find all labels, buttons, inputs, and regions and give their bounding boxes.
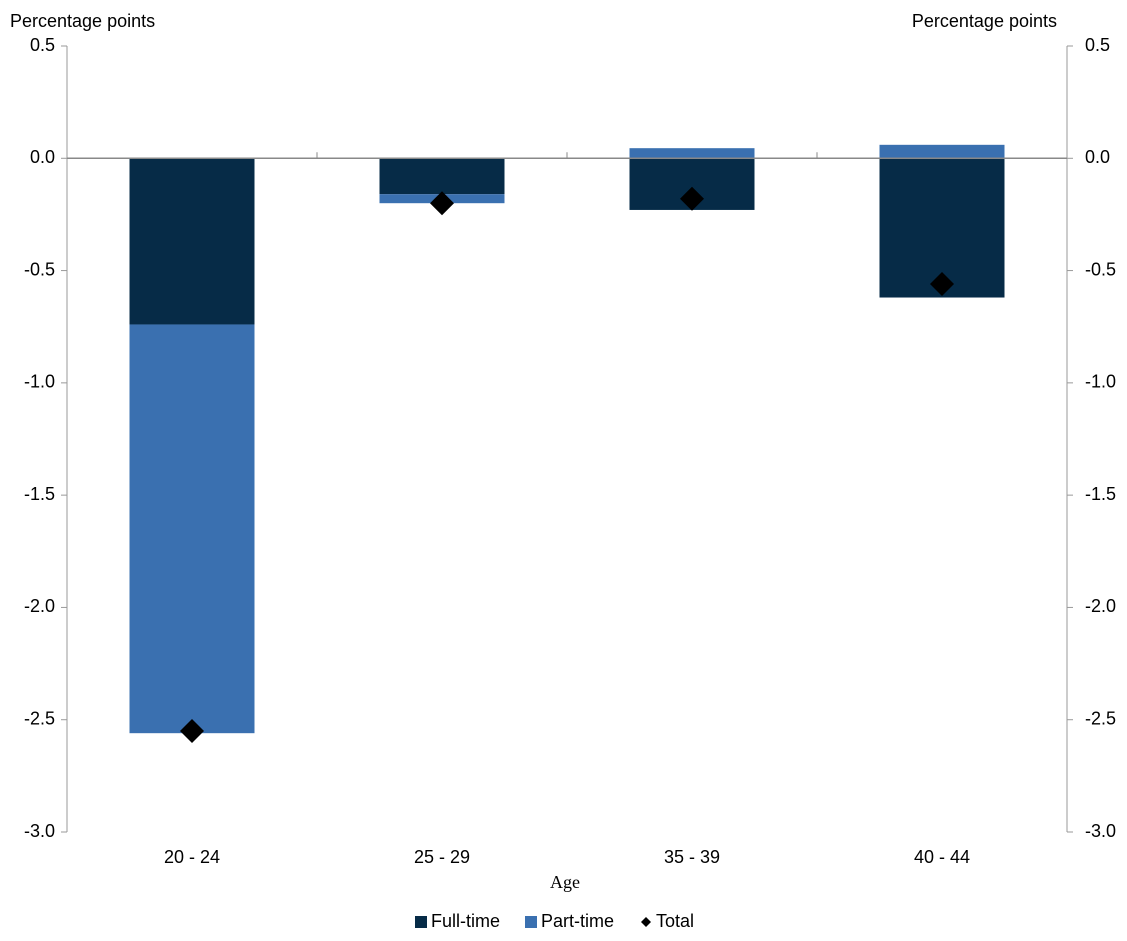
total-marker bbox=[430, 191, 454, 216]
legend-label: Part-time bbox=[541, 911, 614, 931]
legend-swatch bbox=[415, 916, 427, 928]
y2-tick-label: -2.5 bbox=[1085, 708, 1116, 728]
y-tick-label: -1.5 bbox=[24, 484, 55, 504]
x-tick-label: 35 - 39 bbox=[664, 847, 720, 867]
y2-tick-label: -2.0 bbox=[1085, 596, 1116, 616]
y2-axis-label: Percentage points bbox=[912, 11, 1057, 31]
y-tick-label: -2.5 bbox=[24, 708, 55, 728]
bar bbox=[879, 144, 1005, 159]
bar bbox=[129, 158, 255, 325]
y-tick-label: -0.5 bbox=[24, 259, 55, 279]
y2-tick-label: -0.5 bbox=[1085, 259, 1116, 279]
x-axis-label: Age bbox=[550, 872, 580, 892]
x-tick-label: 20 - 24 bbox=[164, 847, 220, 867]
y2-tick-label: 0.5 bbox=[1085, 35, 1110, 55]
legend-label: Total bbox=[656, 911, 694, 931]
legend-marker bbox=[641, 917, 651, 927]
y-tick-label: -1.0 bbox=[24, 372, 55, 392]
total-marker bbox=[180, 718, 204, 743]
y-axis-label: Percentage points bbox=[10, 11, 155, 31]
y-tick-label: 0.0 bbox=[30, 147, 55, 167]
bar bbox=[379, 158, 505, 195]
bar bbox=[129, 324, 255, 734]
y-tick-label: -2.0 bbox=[24, 596, 55, 616]
bar bbox=[629, 148, 755, 159]
legend-swatch bbox=[525, 916, 537, 928]
y-tick-label: 0.5 bbox=[30, 35, 55, 55]
x-tick-label: 40 - 44 bbox=[914, 847, 970, 867]
y2-tick-label: -1.0 bbox=[1085, 372, 1116, 392]
y2-tick-label: 0.0 bbox=[1085, 147, 1110, 167]
x-tick-label: 25 - 29 bbox=[414, 847, 470, 867]
legend-label: Full-time bbox=[431, 911, 500, 931]
y2-tick-label: -1.5 bbox=[1085, 484, 1116, 504]
total-marker bbox=[930, 272, 954, 297]
y-tick-label: -3.0 bbox=[24, 821, 55, 841]
total-marker bbox=[680, 186, 704, 211]
y2-tick-label: -3.0 bbox=[1085, 821, 1116, 841]
